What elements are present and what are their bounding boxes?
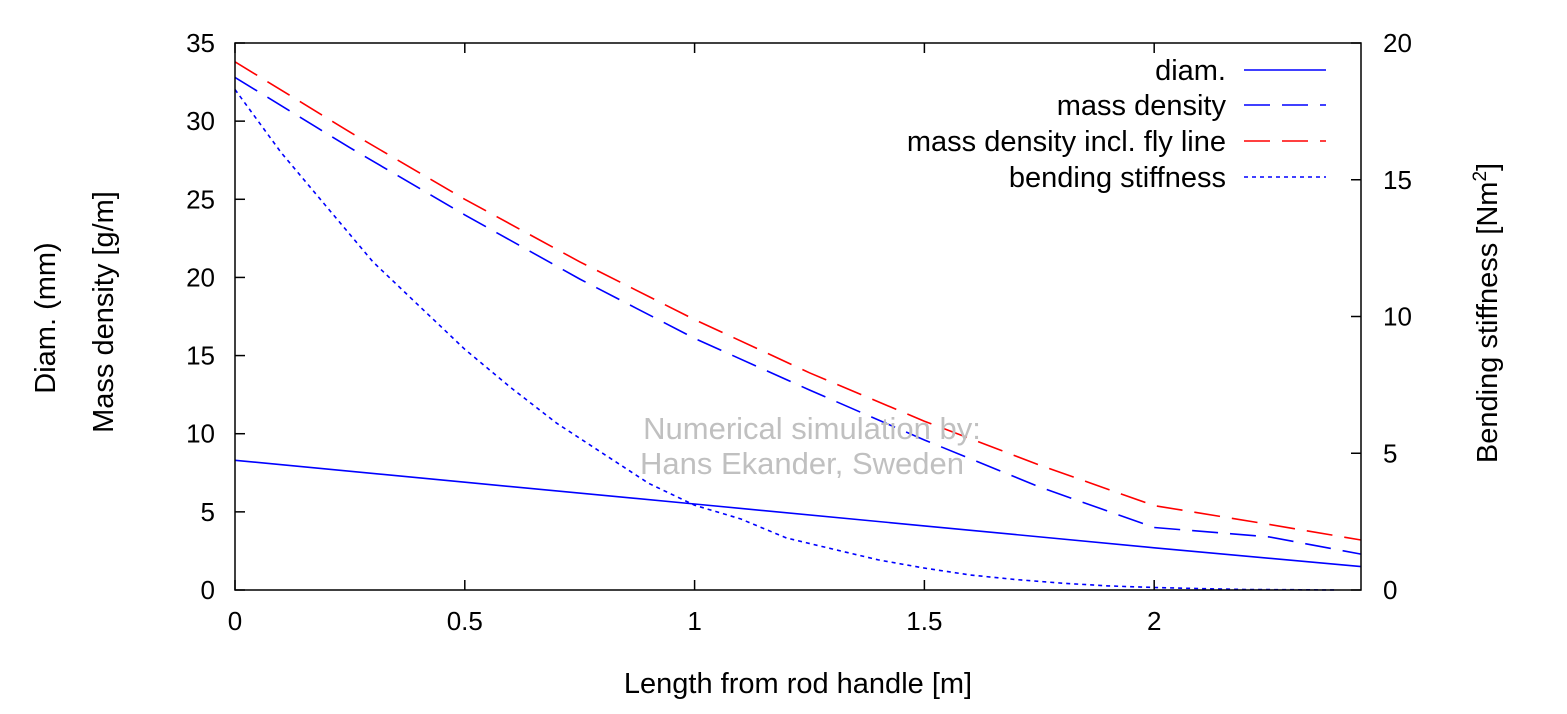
x-tick-label: 1.5: [906, 606, 942, 636]
y-axis-title-mass-density: Mass density [g/m]: [88, 191, 120, 433]
legend: diam.mass density mass density incl. fly …: [907, 55, 1326, 194]
y2-tick-label: 15: [1383, 165, 1412, 195]
x-tick-label: 2: [1147, 606, 1161, 636]
y2-axis-title-main: Bending stiffness [Nm: [1472, 182, 1504, 464]
y-tick-label: 25: [186, 184, 215, 214]
y-tick-label: 0: [201, 575, 215, 605]
y2-tick-label: 20: [1383, 28, 1412, 58]
y-tick-label: 15: [186, 341, 215, 371]
y2-tick-label: 10: [1383, 302, 1412, 332]
x-tick-label: 0.5: [447, 606, 483, 636]
series-line-diam-: [234, 459, 1362, 568]
y2-axis-title: Bending stiffness [Nm2]: [1470, 163, 1504, 463]
series-line-mass-density: [234, 76, 1362, 555]
y2-tick-label: 5: [1383, 438, 1397, 468]
x-axis-title: Length from rod handle [m]: [624, 668, 972, 700]
watermark-line-2: Hans Ekander, Sweden: [640, 446, 964, 481]
y-axis-title-diameter: Diam. (mm): [30, 242, 62, 393]
x-tick-label: 0: [228, 606, 242, 636]
watermark: Numerical simulation by: Hans Ekander, S…: [640, 411, 981, 481]
watermark-line-1: Numerical simulation by:: [643, 411, 981, 446]
legend-label: bending stiffness: [1009, 162, 1226, 194]
legend-label: diam.: [1155, 55, 1226, 87]
x-tick-label: 1: [687, 606, 701, 636]
legend-label: mass density: [1057, 90, 1227, 122]
legend-label: mass density incl. fly line: [907, 126, 1226, 158]
y2-axis-title-end: ]: [1472, 163, 1504, 171]
y-tick-label: 5: [201, 497, 215, 527]
y2-tick-label: 0: [1383, 575, 1397, 605]
y2-axis-title-superscript: 2: [1470, 171, 1491, 182]
y-tick-label: 10: [186, 419, 215, 449]
y-tick-label: 35: [186, 28, 215, 58]
y-tick-label: 20: [186, 262, 215, 292]
y-tick-label: 30: [186, 106, 215, 136]
series-line-mass-density-incl-fly-line: [234, 61, 1362, 541]
